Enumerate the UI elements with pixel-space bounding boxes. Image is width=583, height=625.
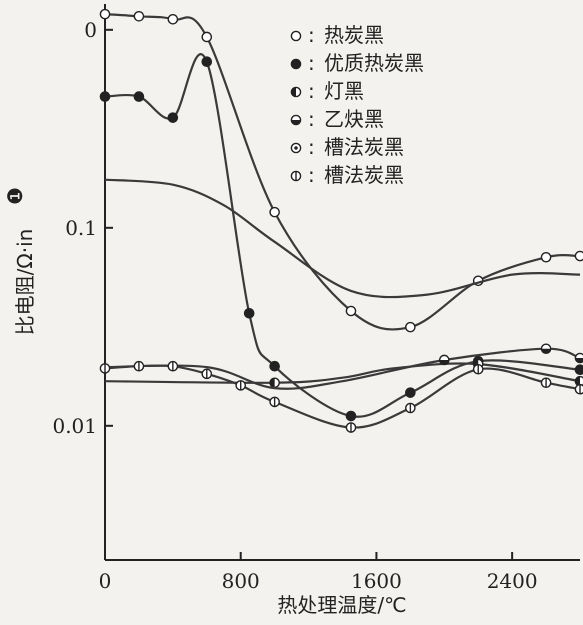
data-point	[269, 396, 280, 408]
series-2	[99, 53, 583, 422]
legend-label: 热炭黑	[324, 23, 384, 47]
legend-label: 灯黑	[324, 79, 364, 103]
data-point	[540, 377, 552, 389]
data-point	[269, 360, 280, 372]
data-point	[201, 368, 213, 380]
y-tick-label: 0.01	[52, 414, 97, 438]
data-point	[243, 307, 255, 319]
data-point	[99, 91, 111, 102]
series-line	[104, 364, 581, 429]
series-1	[99, 8, 583, 333]
data-point	[167, 112, 179, 123]
legend-label: 槽法炭黑	[324, 163, 404, 187]
y-ticks: 0 0.1 0.01	[52, 18, 113, 438]
legend-item: : 乙炔黑	[290, 107, 384, 131]
series-layer	[99, 8, 583, 433]
legend-separator: :	[308, 135, 315, 159]
data-point	[167, 360, 179, 372]
series-line	[104, 347, 581, 390]
legend-label: 乙炔黑	[324, 107, 384, 131]
data-point	[574, 250, 583, 262]
legend-item: : 灯黑	[290, 79, 364, 103]
legend-separator: :	[308, 107, 315, 131]
legend-marker	[290, 114, 302, 126]
data-point	[472, 363, 484, 375]
x-ticks: 0 800 1600 2400	[99, 552, 538, 593]
x-tick-label: 0	[99, 569, 112, 593]
data-point	[235, 380, 247, 391]
y-axis-title-group: 比电阻/Ω·in ❶	[3, 187, 37, 335]
legend-label: 优质热炭黑	[324, 51, 424, 75]
x-tick-label: 1600	[351, 569, 402, 593]
legend-item: : 热炭黑	[290, 23, 384, 47]
data-point	[438, 354, 450, 366]
legend-marker	[290, 30, 302, 42]
data-point	[574, 364, 583, 376]
x-tick-label: 800	[222, 569, 260, 593]
data-point	[540, 251, 552, 263]
series-6	[99, 360, 583, 433]
data-point	[405, 402, 416, 414]
y-axis-title: 比电阻/Ω·in	[13, 229, 37, 336]
legend-marker	[290, 86, 302, 98]
data-point	[167, 13, 179, 25]
legend-marker	[290, 58, 302, 70]
legend-separator: :	[308, 23, 315, 47]
data-point	[133, 11, 145, 22]
data-point	[269, 377, 280, 389]
legend-item: : 槽法炭黑	[290, 163, 404, 187]
legend-marker	[290, 142, 302, 154]
legend: : 热炭黑: 优质热炭黑: 灯黑: 乙炔黑: 槽法炭黑: 槽法炭黑	[290, 23, 424, 187]
data-point	[345, 422, 357, 433]
series-5	[104, 178, 581, 299]
series-line	[104, 178, 581, 299]
y-tick-label: 0	[84, 18, 97, 42]
legend-marker	[290, 170, 302, 182]
y-axis-title-footnote: ❶	[3, 187, 27, 205]
data-point	[133, 360, 145, 372]
data-point	[540, 343, 552, 355]
legend-separator: :	[308, 79, 315, 103]
legend-separator: :	[308, 163, 315, 187]
legend-item: : 优质热炭黑	[290, 51, 424, 75]
data-point	[574, 352, 583, 364]
y-tick-label: 0.1	[65, 216, 97, 240]
legend-item: : 槽法炭黑	[290, 135, 404, 159]
data-point	[201, 56, 213, 68]
data-point	[574, 383, 583, 395]
data-point	[345, 410, 357, 422]
x-tick-label: 2400	[487, 569, 538, 593]
legend-label: 槽法炭黑	[324, 135, 404, 159]
data-point	[201, 31, 213, 43]
series-4	[104, 343, 583, 390]
legend-separator: :	[308, 51, 315, 75]
data-point	[405, 387, 416, 398]
x-axis-title: 热处理温度/℃	[277, 593, 406, 617]
data-point	[405, 321, 416, 333]
data-point	[99, 8, 111, 20]
data-point	[345, 305, 357, 317]
data-point	[269, 206, 280, 218]
data-point	[133, 91, 145, 102]
data-point	[99, 363, 111, 374]
series-line	[104, 13, 581, 331]
series-line	[104, 362, 581, 384]
